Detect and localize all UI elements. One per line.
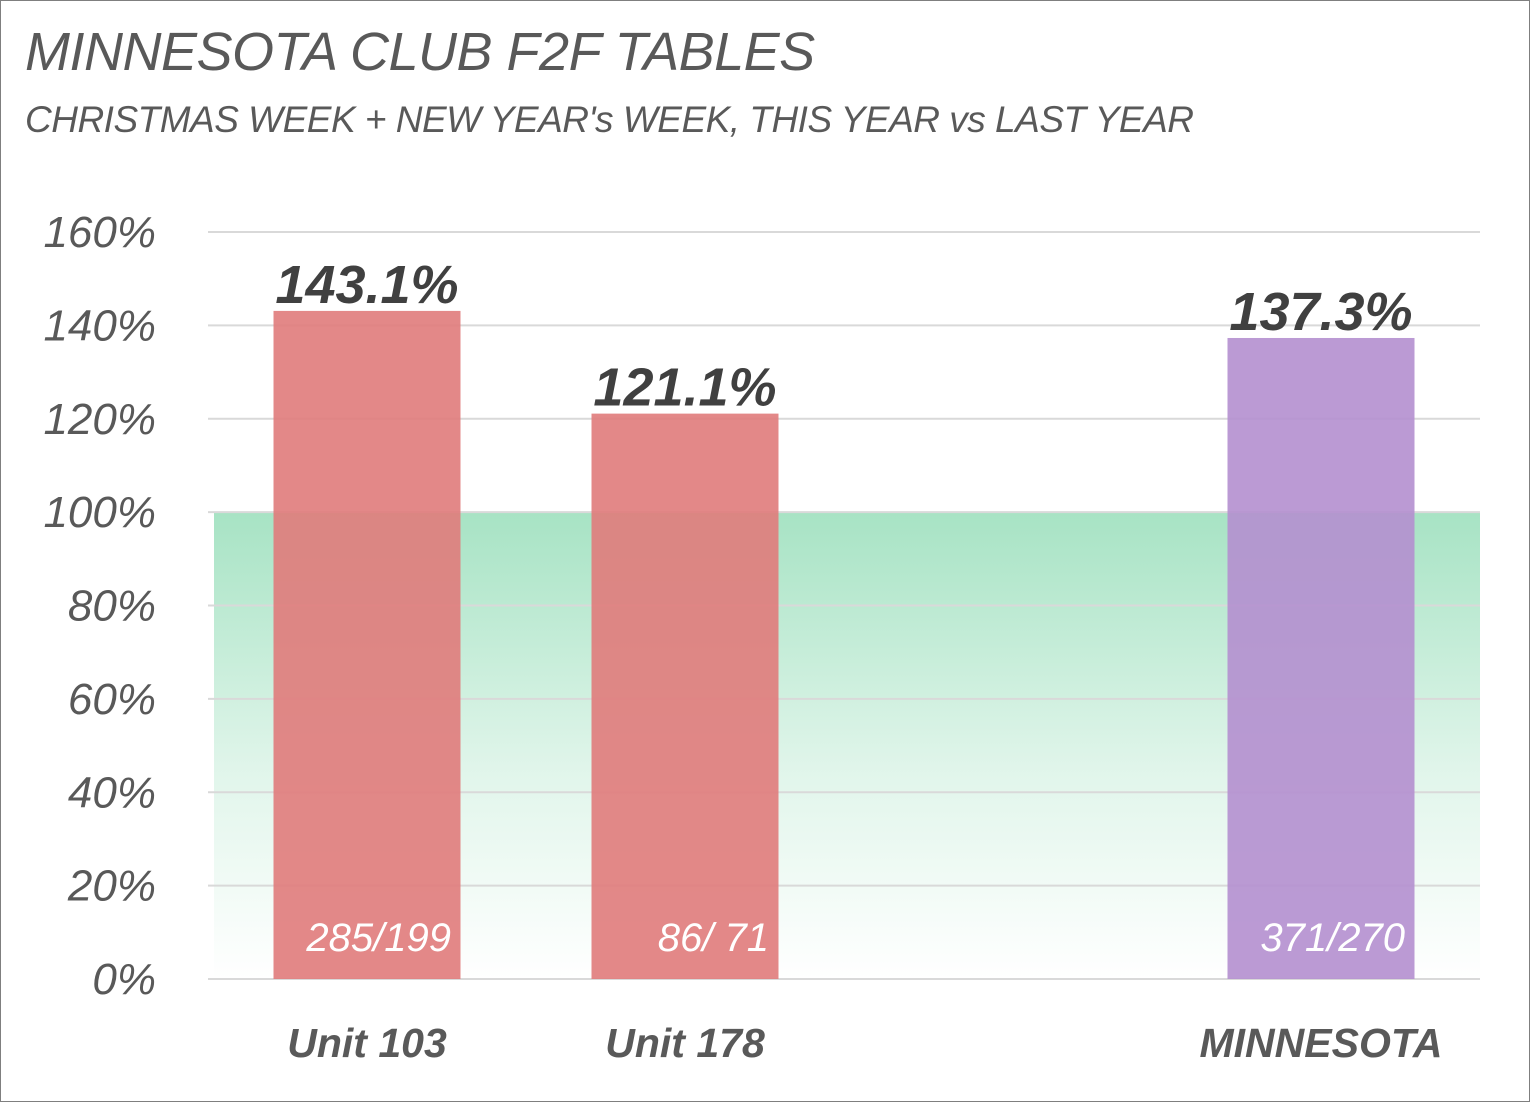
bar [273, 310, 461, 980]
bar-count-label: 371/270 [1260, 916, 1405, 960]
bar-count-label: 86/ 71 [658, 916, 769, 960]
x-category-label: Unit 178 [605, 1020, 765, 1066]
bar-value-label: 143.1% [275, 255, 458, 315]
bar-count-label: 285/199 [305, 916, 451, 960]
bar [591, 413, 779, 979]
y-tick-label: 0% [92, 955, 156, 1004]
x-category-label: MINNESOTA [1200, 1020, 1443, 1066]
chart-subtitle: CHRISTMAS WEEK + NEW YEAR's WEEK, THIS Y… [25, 99, 1194, 140]
chart-title: MINNESOTA CLUB F2F TABLES [25, 22, 815, 82]
y-tick-label: 60% [68, 675, 156, 724]
bar-value-label: 121.1% [593, 358, 776, 418]
y-tick-label: 160% [43, 208, 156, 257]
y-tick-label: 120% [43, 395, 156, 444]
y-tick-label: 140% [43, 301, 156, 350]
y-tick-label: 100% [43, 488, 156, 537]
y-tick-label: 40% [68, 768, 156, 817]
y-tick-label: 20% [67, 862, 156, 911]
y-tick-label: 80% [68, 582, 156, 631]
bar [1227, 337, 1415, 980]
x-category-label: Unit 103 [287, 1020, 447, 1066]
bar-value-label: 137.3% [1229, 282, 1412, 342]
